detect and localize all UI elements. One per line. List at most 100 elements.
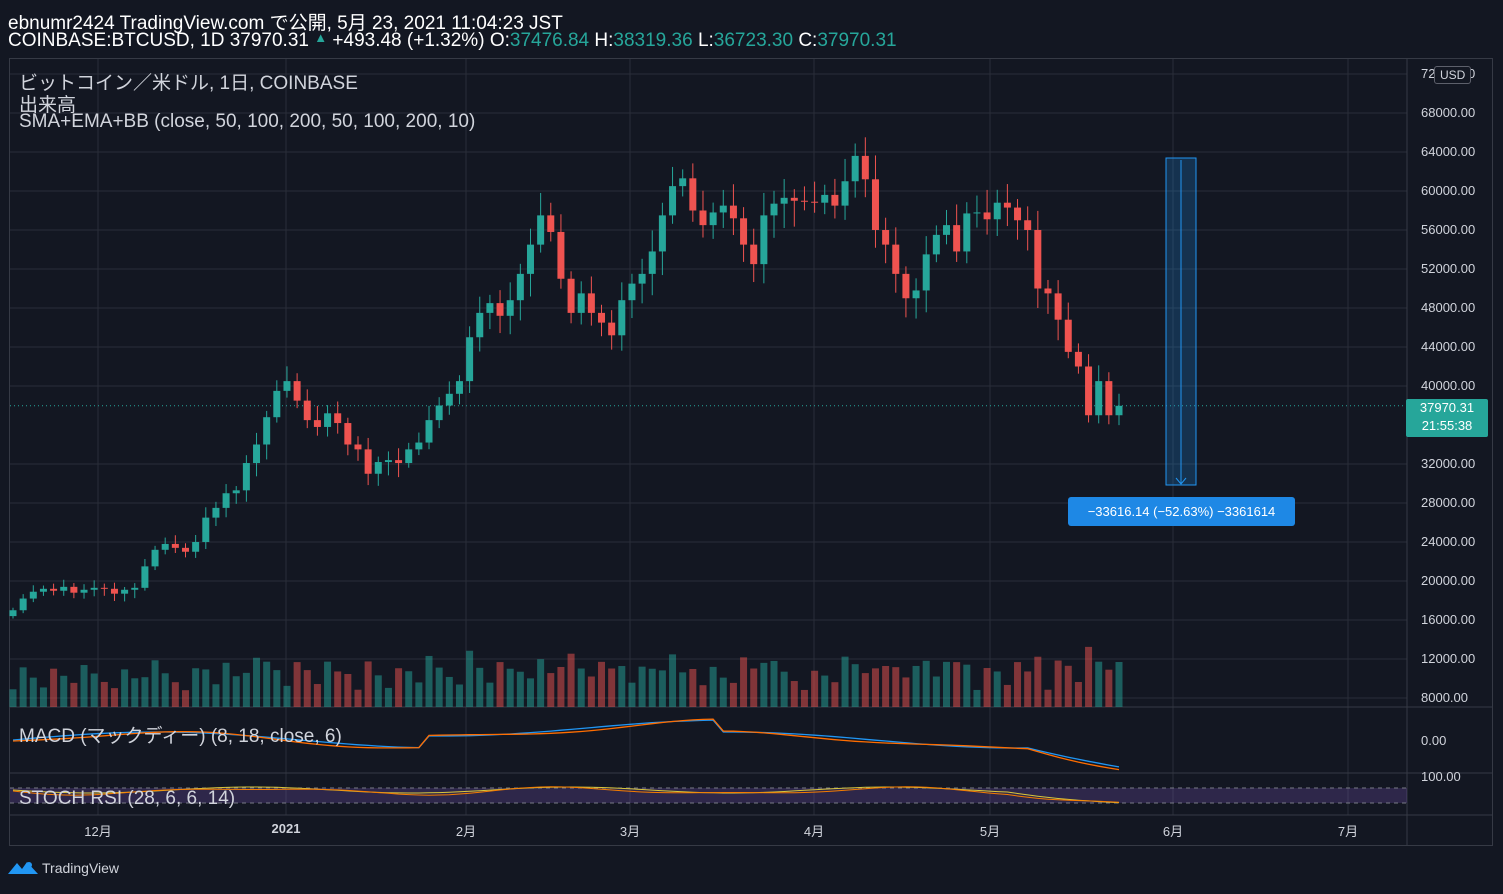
tradingview-brand[interactable]: TradingView [8,860,119,876]
volume-bar [577,668,585,707]
candle-body [192,542,200,552]
candle-body [618,300,626,336]
candle-body [80,589,88,593]
volume-bar [181,690,189,707]
symbol-price: COINBASE:BTCUSD, 1D 37970.31 [8,30,309,51]
candle-body [689,178,697,211]
candle-body [445,393,453,406]
volume-bar [1044,689,1052,707]
legend-symbol[interactable]: ビットコイン／米ドル, 1日, COINBASE [19,73,358,94]
candle-body [537,215,545,245]
measure-label[interactable]: −33616.14 (−52.63%) −3361614 [1068,497,1295,526]
price-tick-label: 16000.00 [1421,612,1476,627]
price-tick-label: 20000.00 [1421,573,1476,588]
volume-bar [780,671,788,707]
candle-body [283,381,291,391]
volume-bar [70,682,78,707]
volume-bar [912,665,920,707]
time-tick-label: 6月 [1162,824,1184,839]
legend-ma-bb[interactable]: SMA+EMA+BB (close, 50, 100, 200, 50, 100… [19,111,476,132]
volume-bar [1034,656,1042,707]
candle-body [141,566,149,588]
price-tick-label: 40000.00 [1421,378,1476,393]
candle-body [699,210,707,226]
volume-bar [212,684,220,707]
volume-bar [598,661,606,707]
candle-body [628,283,636,301]
candle-body [415,442,423,450]
candle-body [1074,351,1082,367]
candle-body [364,449,372,474]
candle-body [273,390,281,418]
volume-bar [19,667,27,707]
volume-bar [648,668,656,707]
candle-body [1095,381,1103,416]
candle-body [324,413,332,427]
candle-body [882,230,890,245]
currency-badge[interactable]: USD [1434,66,1472,84]
volume-bar [80,665,88,707]
candle-body [1085,366,1093,416]
candle-body [395,460,403,464]
volume-bar [983,668,991,707]
chart-frame [9,58,1493,846]
candle-body [1014,207,1022,221]
candle-body [486,303,494,313]
volume-bar [293,662,301,707]
candle-body [19,598,27,611]
volume-bar [567,653,575,707]
price-tick-label: 8000.00 [1421,690,1468,705]
volume-bar [871,668,879,707]
candle-body [1115,405,1123,416]
volume-bar [587,676,595,707]
volume-bar [384,687,392,707]
volume-bar [1105,669,1113,707]
candle-body [608,322,616,336]
volume-bar [547,673,555,707]
stoch-rsi-legend[interactable]: STOCH RSI (28, 6, 6, 14) [19,788,236,809]
volume-bar [192,668,200,707]
volume-bar [202,669,210,707]
price-tick-label: 60000.00 [1421,183,1476,198]
candle-body [39,588,47,592]
candle-body [506,300,514,316]
candle-body [790,197,798,201]
volume-bar [455,684,463,707]
candle-body [943,225,951,235]
volume-bar [486,682,494,707]
candle-body [354,444,362,450]
volume-bar [405,671,413,707]
volume-bar [973,689,981,707]
volume-bar [811,670,819,707]
change-arrow: ▲ [314,30,328,45]
macd-zero-label: 0.00 [1421,733,1447,748]
volume-bar [496,662,504,707]
legend-volume[interactable]: 出来高 [19,95,77,116]
volume-bar [232,676,240,707]
time-tick-label: 2021 [271,821,301,836]
volume-bar [1115,661,1123,707]
candle-body [1054,293,1062,320]
candle-body [496,303,504,316]
candle-body [729,205,737,219]
brand-name: TradingView [42,860,120,876]
volume-bar [699,685,707,707]
candle-body [719,205,727,213]
candle-body [983,212,991,220]
volume-bar [395,668,403,707]
volume-bar [344,674,352,707]
volume-bar [171,682,179,707]
candle-body [800,200,808,202]
candle-body [709,212,717,226]
volume-bar [821,675,829,707]
candle-body [638,273,646,284]
macd-legend[interactable]: MACD (マックディー) (8, 18, close, 6) [19,726,342,747]
signal-line [12,718,1120,771]
volume-bars [9,646,1123,707]
volume-bar [354,689,362,707]
candle-body [242,463,250,491]
stoch-rsi-pane [10,786,1407,804]
low-value: 36723.30 [713,30,794,51]
low-label: L: [697,30,714,51]
